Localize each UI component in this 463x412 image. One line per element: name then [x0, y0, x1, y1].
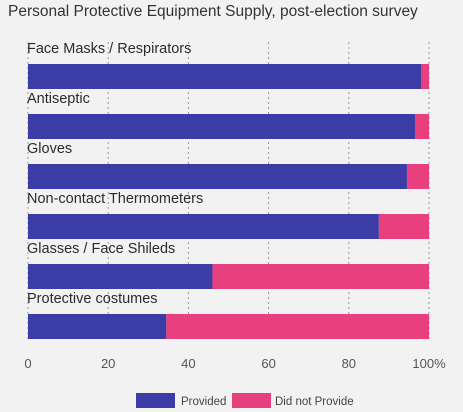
bar-segment-provided — [28, 64, 421, 89]
bar-segment-did-not-provide — [406, 164, 429, 189]
category-label: Antiseptic — [27, 91, 90, 107]
category-label: Face Masks / Respirators — [27, 41, 191, 57]
x-axis-ticks: 0 20 40 60 80 100% — [24, 356, 446, 371]
x-tick-label: 60 — [261, 356, 275, 371]
category-label: Protective costumes — [27, 291, 158, 307]
bar-segment-provided — [28, 314, 167, 339]
x-tick-label: 80 — [342, 356, 356, 371]
bar-segment-provided — [28, 264, 213, 289]
category-label: Non-contact Thermometers — [27, 191, 203, 207]
legend: Provided Did not Provide — [136, 393, 354, 408]
bar-segment-did-not-provide — [378, 214, 429, 239]
legend-swatch — [136, 393, 175, 408]
x-tick-label: 100% — [412, 356, 446, 371]
legend-label: Did not Provide — [275, 396, 354, 408]
category-label: Gloves — [27, 141, 72, 157]
legend-swatch — [232, 393, 271, 408]
x-tick-label: 40 — [181, 356, 195, 371]
chart-title: Personal Protective Equipment Supply, po… — [8, 3, 418, 20]
bar-segment-did-not-provide — [414, 114, 429, 139]
x-tick-label: 20 — [101, 356, 115, 371]
bars — [28, 64, 429, 339]
bar-segment-provided — [28, 114, 415, 139]
category-label: Glasses / Face Shileds — [27, 241, 175, 257]
bar-segment-did-not-provide — [212, 264, 429, 289]
bar-segment-did-not-provide — [166, 314, 429, 339]
category-labels: Face Masks / Respirators Antiseptic Gloves… — [27, 41, 203, 307]
bar-segment-provided — [28, 164, 407, 189]
grid-lines — [27, 42, 430, 342]
x-tick-label: 0 — [24, 356, 31, 371]
bar-segment-provided — [28, 214, 379, 239]
legend-label: Provided — [181, 396, 226, 408]
bar-segment-did-not-provide — [420, 64, 429, 89]
